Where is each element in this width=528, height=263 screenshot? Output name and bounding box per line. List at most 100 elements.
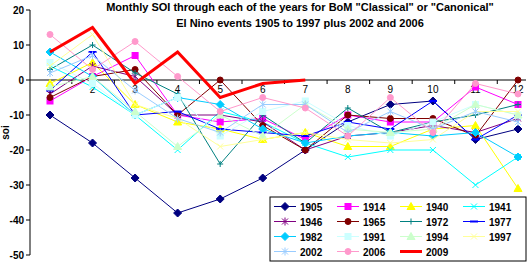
marker — [174, 209, 182, 217]
x-tick-label: 8 — [345, 84, 351, 95]
marker — [132, 53, 138, 59]
marker — [217, 144, 223, 150]
x-tick-label: 9 — [388, 84, 394, 95]
marker — [217, 109, 223, 115]
marker — [471, 129, 479, 137]
marker — [46, 111, 54, 119]
y-tick — [26, 220, 30, 221]
series-line — [50, 101, 518, 213]
marker — [301, 139, 309, 147]
marker — [46, 83, 54, 90]
marker — [89, 73, 97, 81]
marker — [216, 101, 224, 109]
marker — [515, 154, 521, 160]
marker — [386, 101, 394, 109]
marker — [430, 130, 436, 136]
marker — [472, 182, 478, 188]
legend-marker — [345, 234, 351, 240]
marker — [515, 109, 521, 115]
marker — [387, 116, 393, 122]
x-tick — [454, 80, 455, 84]
legend-swatch — [400, 250, 422, 253]
legend-label: 1914 — [363, 202, 386, 213]
marker — [344, 143, 352, 150]
legend-label: 1965 — [363, 217, 386, 228]
x-tick-label: 10 — [427, 84, 439, 95]
marker — [514, 185, 522, 192]
marker — [175, 74, 181, 80]
marker — [429, 100, 437, 102]
marker — [345, 112, 351, 118]
y-tick-label: 0 — [18, 75, 24, 86]
marker — [47, 32, 53, 38]
marker — [132, 102, 138, 108]
marker — [175, 116, 181, 122]
marker — [514, 125, 522, 133]
marker — [345, 105, 351, 111]
marker — [174, 94, 182, 102]
marker — [302, 130, 308, 136]
title: Monthly SOI through each of the years fo… — [106, 1, 494, 13]
legend-label: 1972 — [426, 217, 449, 228]
y-tick — [26, 80, 30, 81]
marker — [174, 111, 182, 113]
title: El Nino events 1905 to 1997 plus 2002 an… — [176, 17, 424, 29]
x-tick — [199, 80, 200, 84]
y-tick-label: -10 — [10, 110, 25, 121]
legend-label: 1946 — [300, 217, 323, 228]
legend-marker — [281, 233, 289, 241]
marker — [260, 137, 266, 143]
legend-label: 1940 — [426, 202, 449, 213]
marker — [175, 95, 181, 101]
marker — [387, 140, 393, 146]
marker — [90, 74, 96, 80]
legend-label: 2009 — [426, 247, 449, 258]
y-tick-label: -50 — [10, 250, 25, 261]
marker — [302, 147, 308, 153]
y-tick-label: -20 — [10, 145, 25, 156]
marker — [387, 147, 393, 153]
marker — [515, 118, 521, 126]
legend-label: 2002 — [300, 247, 323, 258]
x-tick — [242, 80, 243, 84]
marker — [345, 133, 351, 139]
marker — [260, 95, 266, 101]
x-tick — [327, 80, 328, 84]
legend-marker — [282, 248, 288, 256]
legend-marker — [470, 221, 478, 223]
marker — [386, 129, 394, 136]
legend-label: 1977 — [489, 217, 512, 228]
marker — [216, 195, 224, 203]
marker — [217, 129, 223, 137]
marker — [90, 52, 96, 60]
legend-label: 1997 — [489, 232, 512, 243]
y-tick — [26, 185, 30, 186]
marker — [345, 154, 351, 160]
x-tick-label: 7 — [302, 84, 308, 95]
y-tick — [26, 10, 30, 11]
marker — [471, 122, 479, 129]
y-tick-label: -40 — [10, 215, 25, 226]
legend-marker — [408, 219, 414, 225]
marker — [430, 137, 436, 143]
marker — [515, 77, 521, 83]
marker — [301, 129, 309, 136]
y-tick — [26, 115, 30, 116]
marker — [515, 91, 521, 97]
y-tick-label: 10 — [13, 40, 25, 51]
marker — [471, 101, 479, 108]
y-tick — [26, 150, 30, 151]
marker — [515, 102, 521, 108]
marker — [89, 139, 97, 147]
marker — [132, 39, 138, 45]
marker — [514, 153, 522, 161]
marker — [175, 115, 181, 123]
series-line — [50, 56, 518, 140]
y-axis-label: soi — [0, 125, 11, 140]
x-tick — [497, 80, 498, 84]
marker — [387, 108, 393, 116]
legend-label: 1994 — [426, 232, 449, 243]
marker — [472, 102, 478, 108]
marker — [387, 129, 393, 137]
marker — [89, 73, 97, 80]
